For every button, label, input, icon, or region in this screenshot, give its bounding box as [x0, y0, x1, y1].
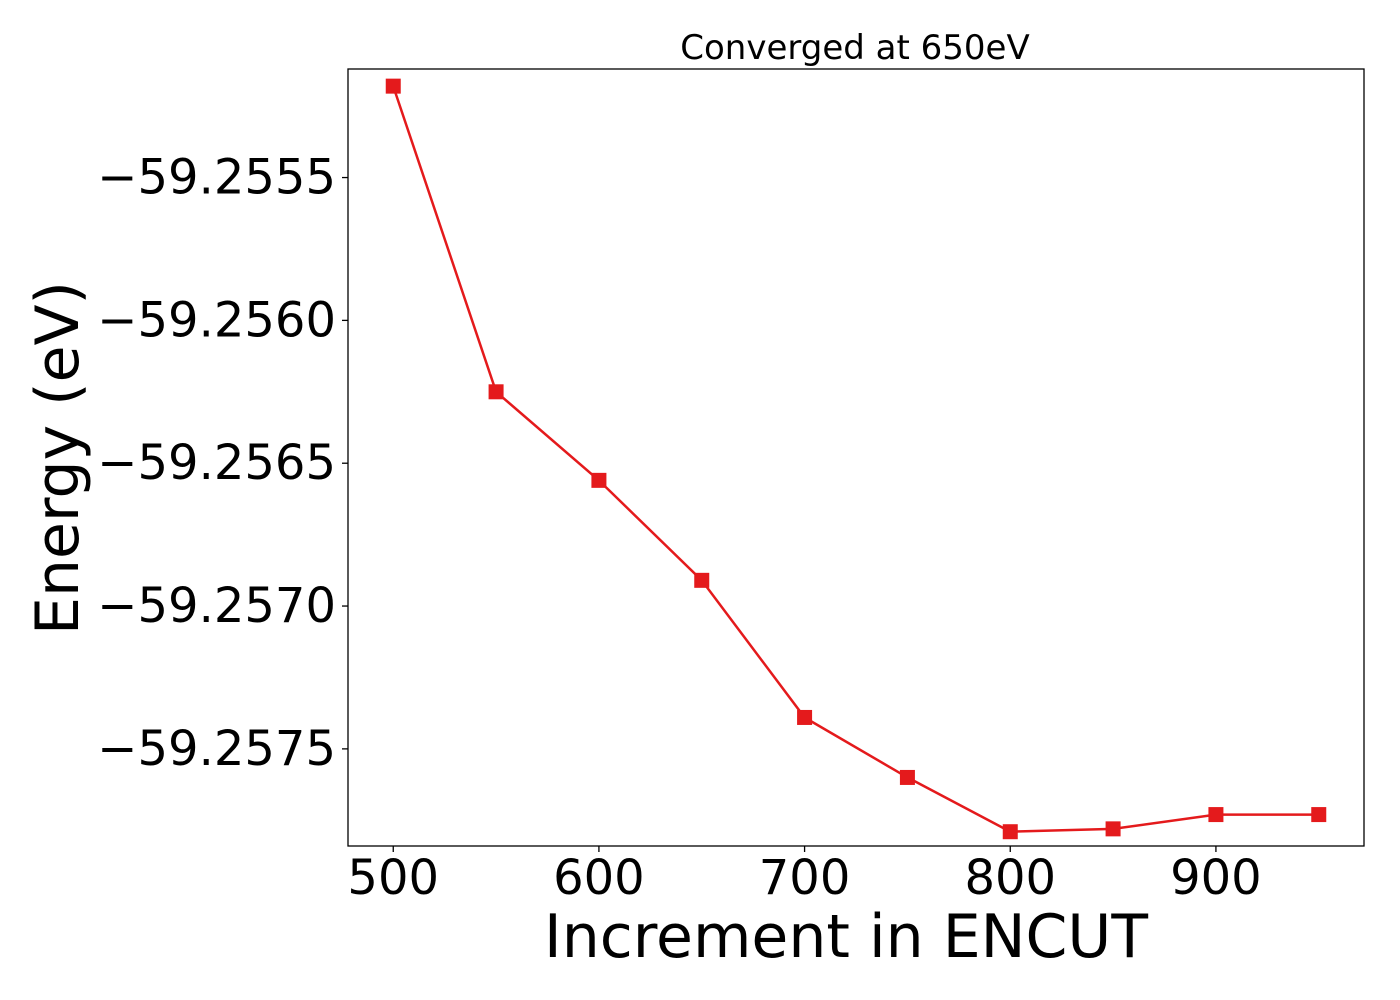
data-point-marker — [488, 384, 504, 400]
plot-area-frame — [347, 68, 1365, 847]
data-point-marker — [1311, 807, 1327, 823]
y-tick-label: −59.2575 — [97, 721, 336, 777]
y-tick-label: −59.2570 — [97, 578, 336, 634]
x-tick-label: 500 — [347, 850, 439, 906]
data-point-marker — [591, 472, 607, 488]
x-tick-label: 800 — [964, 850, 1056, 906]
data-point-marker — [1002, 824, 1018, 840]
x-axis-label: Increment in ENCUT — [544, 902, 1148, 972]
y-tick-label: −59.2555 — [97, 150, 336, 206]
y-axis-label: Energy (eV) — [23, 281, 93, 635]
x-axis-ticks: 500 600 700 800 900 — [347, 846, 1262, 906]
y-axis-ticks: −59.2555 −59.2560 −59.2565 −59.2570 −59.2575 — [97, 150, 348, 777]
energy-series-line — [392, 85, 1319, 833]
data-point-marker — [385, 78, 401, 94]
x-tick-label: 900 — [1170, 850, 1262, 906]
x-tick-label: 700 — [759, 850, 851, 906]
y-tick-label: −59.2565 — [97, 435, 336, 491]
data-point-marker — [899, 769, 915, 785]
x-tick-label: 600 — [553, 850, 645, 906]
y-tick-label: −59.2560 — [97, 292, 336, 348]
data-point-marker — [694, 572, 710, 588]
data-point-marker — [1208, 807, 1224, 823]
data-point-marker — [797, 709, 813, 725]
data-point-marker — [1105, 821, 1121, 837]
series-layer — [385, 78, 1327, 840]
chart-title: Converged at 650eV — [680, 28, 1029, 68]
